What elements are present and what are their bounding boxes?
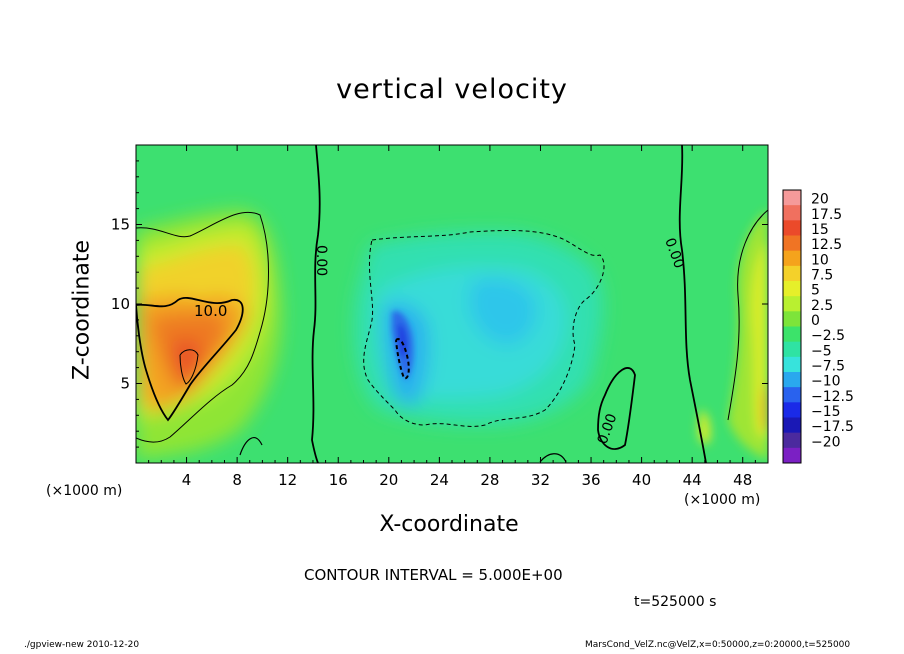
colorbar-label: −7.5 — [811, 358, 845, 374]
time-label: t=525000 s — [634, 594, 717, 610]
x-unit-label-right: (×1000 m) — [684, 492, 761, 508]
colorbar-segment — [783, 235, 801, 252]
colorbar-segment — [783, 296, 801, 312]
footer-right: MarsCond_VelZ.nc@VelZ,x=0:50000,z=0:2000… — [585, 640, 851, 650]
colorbar-segment — [783, 326, 801, 343]
field-downdraft — [354, 231, 603, 425]
colorbar-label: −2.5 — [811, 328, 845, 344]
contour-label-10: 10.0 — [194, 302, 227, 320]
colorbar-label: 5 — [811, 283, 820, 299]
x-axis: 4 8 12 16 20 24 28 32 36 40 44 48 — [148, 145, 756, 489]
colorbar-segment — [783, 341, 801, 358]
colorbar-segment — [783, 402, 801, 418]
x-axis-label-text: X-coordinate — [379, 512, 519, 537]
x-tick-label: 32 — [531, 471, 550, 489]
colorbar-segment — [783, 205, 801, 221]
x-tick-label: 24 — [430, 471, 449, 489]
contour-label-zero-left: 0.00 — [313, 245, 329, 276]
x-tick-label: 28 — [480, 471, 499, 489]
contour-lines-negative — [363, 229, 605, 427]
colorbar-segment — [783, 372, 801, 388]
colorbar-label: 15 — [811, 222, 829, 238]
x-unit-label-left: (×1000 m) — [46, 483, 123, 499]
x-tick-label: 16 — [329, 471, 348, 489]
colorbar-label: −17.5 — [811, 419, 854, 435]
colorbar-label: −10 — [811, 374, 841, 390]
y-tick-label: 5 — [120, 375, 130, 393]
contour-interval-note: CONTOUR INTERVAL = 5.000E+00 — [304, 566, 563, 584]
field-updraft-left — [136, 210, 282, 460]
colorbar-label: −15 — [811, 404, 841, 420]
y-axis-label: Z-coordinate — [69, 240, 95, 380]
colorbar-segment — [783, 311, 801, 327]
colorbar-segment — [783, 447, 801, 464]
colorbar-frame — [782, 189, 802, 464]
x-tick-label: 48 — [733, 471, 752, 489]
field-updraft-right — [698, 210, 768, 460]
x-tick-label: 12 — [278, 471, 297, 489]
colorbar-segment — [783, 356, 801, 373]
x-tick-label: 44 — [683, 471, 702, 489]
colorbar-label: 20 — [811, 192, 829, 208]
colorbar-segment — [783, 250, 801, 267]
colorbar-segment — [783, 265, 801, 282]
colorbar-label: −5 — [811, 343, 832, 359]
y-axis: 5 10 15 — [111, 160, 768, 448]
colorbar-label: 0 — [811, 313, 820, 329]
x-tick-label: 36 — [581, 471, 600, 489]
chart-title: vertical velocity — [336, 74, 568, 105]
colorbar-segment — [783, 190, 801, 206]
colorbar-label: −20 — [811, 434, 841, 450]
contour-lines — [136, 145, 768, 463]
heatmap-field — [136, 145, 768, 463]
colorbar-label: 12.5 — [811, 237, 842, 253]
colorbar-segment — [783, 387, 801, 403]
x-tick-label: 40 — [632, 471, 651, 489]
colorbar-segment — [783, 281, 801, 297]
colorbar-label: 17.5 — [811, 207, 842, 223]
colorbar-segment — [783, 220, 801, 236]
x-tick-label: 20 — [379, 471, 398, 489]
x-axis-label: X-coordinate — [0, 512, 904, 537]
colorbar-label: −12.5 — [811, 389, 854, 405]
colorbar-segment — [783, 417, 801, 434]
x-tick-label: 8 — [232, 471, 242, 489]
y-tick-label: 15 — [111, 216, 130, 234]
y-tick-label: 10 — [111, 295, 130, 313]
colorbar: 2017.51512.5107.552.50−2.5−5−7.5−10−12.5… — [782, 189, 854, 464]
x-tick-label: 4 — [182, 471, 192, 489]
colorbar-label: 10 — [811, 252, 829, 268]
colorbar-label: 7.5 — [811, 267, 833, 283]
footer-left: ./gpview-new 2010-12-20 — [24, 640, 140, 650]
colorbar-label: 2.5 — [811, 298, 833, 314]
colorbar-segment — [783, 432, 801, 449]
